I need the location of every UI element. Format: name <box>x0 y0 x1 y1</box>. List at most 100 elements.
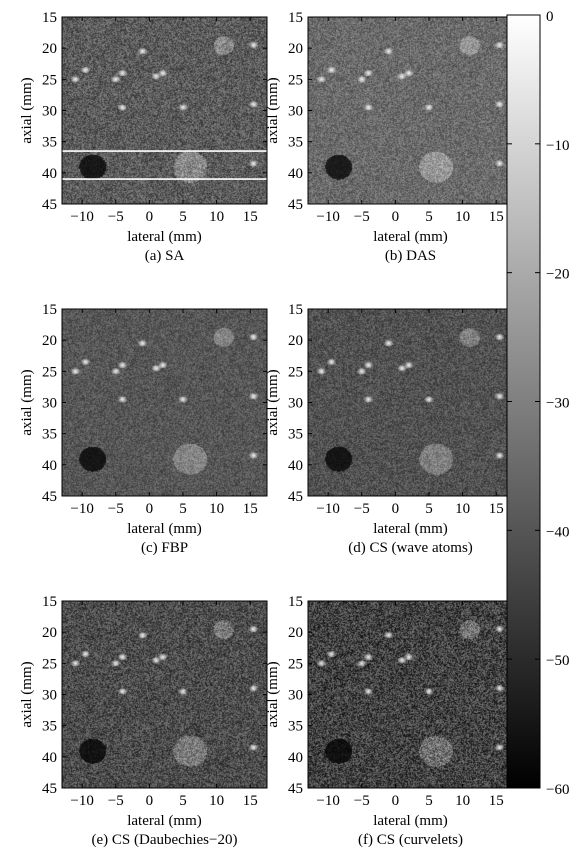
x-tick-label: 0 <box>146 209 154 225</box>
x-tick-label: −10 <box>316 501 339 517</box>
panel-caption: (e) CS (Daubechies−20) <box>92 832 238 848</box>
y-tick-label: 45 <box>288 489 303 505</box>
y-tick-label: 15 <box>288 10 303 26</box>
y-tick-label: 25 <box>288 656 303 672</box>
panel-cs-daubechies: 15 20 25 30 35 40 45 −10 −5 0 5 10 15 lateral (mm) axi… <box>19 594 268 848</box>
x-tick-label: 10 <box>209 793 224 809</box>
y-tick-label: 45 <box>288 197 303 213</box>
y-tick-label: 40 <box>288 166 303 182</box>
x-tick-label: −5 <box>108 209 124 225</box>
x-tick-label: −10 <box>316 209 339 225</box>
y-tick-label: 25 <box>288 364 303 380</box>
x-axis-label: lateral (mm) <box>127 813 202 829</box>
y-axis-label: axial (mm) <box>265 77 281 143</box>
x-tick-label: 0 <box>146 501 154 517</box>
y-tick-label: 35 <box>288 135 303 151</box>
y-tick-label: 25 <box>42 364 57 380</box>
y-tick-label: 15 <box>42 594 57 610</box>
x-tick-label: −5 <box>354 793 370 809</box>
x-tick-label: 0 <box>392 793 400 809</box>
x-tick-label: 10 <box>209 209 224 225</box>
y-tick-label: 35 <box>42 719 57 735</box>
x-tick-label: 15 <box>489 209 504 225</box>
y-tick-label: 30 <box>288 396 303 412</box>
y-tick-label: 15 <box>42 302 57 318</box>
y-tick-label: 30 <box>42 104 57 120</box>
y-axis-label: axial (mm) <box>265 661 281 727</box>
y-axis-label: axial (mm) <box>265 369 281 435</box>
x-tick-label: 10 <box>455 793 470 809</box>
y-tick-label: 20 <box>288 333 303 349</box>
x-tick-label: 5 <box>425 209 433 225</box>
x-tick-label: 0 <box>392 501 400 517</box>
x-tick-label: 10 <box>455 209 470 225</box>
colorbar-tick-label: 0 <box>546 9 554 25</box>
panel-caption: (b) DAS <box>385 248 436 264</box>
y-axis-label: axial (mm) <box>19 661 35 727</box>
panel-fbp: 15 20 25 30 35 40 45 −10 −5 0 5 10 15 lateral (mm) axi… <box>19 302 268 556</box>
colorbar-tick-label: −30 <box>546 396 569 412</box>
speckle-image-fbp <box>62 309 267 496</box>
x-tick-label: 5 <box>179 501 187 517</box>
x-tick-label: 15 <box>489 793 504 809</box>
y-tick-label: 25 <box>288 72 303 88</box>
panel-caption: (d) CS (wave atoms) <box>348 540 473 556</box>
y-tick-label: 20 <box>288 625 303 641</box>
panel-caption: (a) SA <box>145 248 185 264</box>
x-tick-label: 5 <box>425 501 433 517</box>
y-tick-label: 35 <box>288 719 303 735</box>
colorbar-tick-label: −50 <box>546 653 569 669</box>
y-tick-label: 45 <box>288 781 303 797</box>
x-tick-label: 5 <box>179 209 187 225</box>
y-tick-label: 40 <box>42 458 57 474</box>
colorbar-tick-label: −20 <box>546 267 569 283</box>
y-axis-label: axial (mm) <box>19 77 35 143</box>
x-tick-label: 15 <box>243 501 258 517</box>
y-tick-label: 35 <box>42 135 57 151</box>
x-tick-label: 0 <box>146 793 154 809</box>
x-tick-label: 10 <box>455 501 470 517</box>
y-tick-label: 20 <box>42 333 57 349</box>
x-tick-label: 15 <box>243 209 258 225</box>
speckle-image-das <box>308 17 513 204</box>
y-tick-label: 15 <box>288 594 303 610</box>
y-tick-label: 15 <box>42 10 57 26</box>
y-tick-label: 45 <box>42 489 57 505</box>
y-tick-label: 35 <box>288 427 303 443</box>
panel-cs-curvelets: 15 20 25 30 35 40 45 −10 −5 0 5 10 15 lateral (mm) axi… <box>265 594 514 848</box>
y-tick-label: 40 <box>42 750 57 766</box>
x-axis-label: lateral (mm) <box>373 521 448 537</box>
y-tick-label: 35 <box>42 427 57 443</box>
x-axis-label: lateral (mm) <box>127 521 202 537</box>
x-axis-label: lateral (mm) <box>373 813 448 829</box>
x-tick-label: 5 <box>425 793 433 809</box>
panel-caption: (f) CS (curvelets) <box>358 832 463 848</box>
x-tick-label: 10 <box>209 501 224 517</box>
y-tick-label: 20 <box>42 41 57 57</box>
x-tick-label: −5 <box>354 501 370 517</box>
y-tick-label: 20 <box>288 41 303 57</box>
x-tick-label: −5 <box>354 209 370 225</box>
colorbar-tick-label: −60 <box>546 782 569 798</box>
y-tick-label: 45 <box>42 781 57 797</box>
speckle-image-cs-daubechies <box>62 601 267 788</box>
x-tick-label: −10 <box>70 793 93 809</box>
speckle-image-sa <box>62 17 267 204</box>
x-tick-label: 15 <box>243 793 258 809</box>
x-tick-label: −5 <box>108 501 124 517</box>
speckle-image-cs-curvelets <box>308 601 513 788</box>
y-tick-label: 25 <box>42 72 57 88</box>
panel-sa: 15 20 25 30 35 40 45 −10 −5 0 5 10 15 lateral (mm) axi… <box>19 10 268 264</box>
y-tick-label: 40 <box>42 166 57 182</box>
x-tick-label: −10 <box>316 793 339 809</box>
panel-caption: (c) FBP <box>141 540 188 556</box>
y-tick-label: 30 <box>288 104 303 120</box>
y-axis-label: axial (mm) <box>19 369 35 435</box>
y-tick-label: 25 <box>42 656 57 672</box>
colorbar-tick-label: −40 <box>546 524 569 540</box>
panel-das: 15 20 25 30 35 40 45 −10 −5 0 5 10 15 lateral (mm) axi… <box>265 10 514 264</box>
panel-cs-wave-atoms: 15 20 25 30 35 40 45 −10 −5 0 5 10 15 lateral (mm) axi… <box>265 302 514 556</box>
x-tick-label: −5 <box>108 793 124 809</box>
x-tick-label: −10 <box>70 501 93 517</box>
